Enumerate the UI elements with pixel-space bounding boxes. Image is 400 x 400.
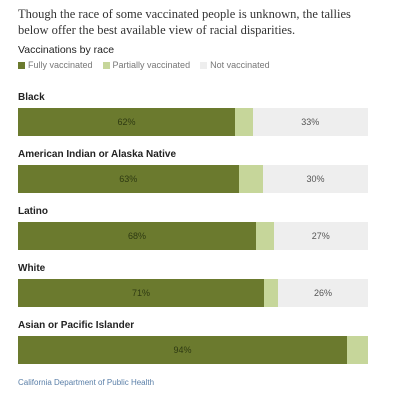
legend-item-partially: Partially vaccinated xyxy=(102,60,191,70)
chart-title: Vaccinations by race xyxy=(18,44,115,56)
stacked-bar: 68% 27% xyxy=(18,222,368,250)
legend-swatch-not xyxy=(200,61,208,69)
category-label: Black xyxy=(18,92,45,103)
bar-group: Latino 68% 27% xyxy=(18,206,368,263)
bar-segment-partial xyxy=(264,279,278,307)
bar-segment-partial xyxy=(238,165,263,193)
data-label: 33% xyxy=(301,117,320,127)
data-label: 71% xyxy=(132,288,151,298)
legend-label-partially: Partially vaccinated xyxy=(112,60,191,70)
bar-segment-not: 26% xyxy=(277,279,368,307)
data-label: 62% xyxy=(117,117,136,127)
bar-segment-not: 30% xyxy=(263,165,368,193)
bar-segment-partial xyxy=(347,336,368,364)
bar-group: White 71% 26% xyxy=(18,263,368,320)
category-label: White xyxy=(18,263,46,274)
data-label: 63% xyxy=(119,174,138,184)
intro-text: Though the race of some vaccinated peopl… xyxy=(18,7,351,37)
legend-swatch-partially xyxy=(102,61,110,69)
source-credit: California Department of Public Health xyxy=(18,378,155,387)
bar-segment-full: 63% xyxy=(18,165,239,193)
stacked-bar: 94% xyxy=(18,336,368,364)
bar-segment-not: 27% xyxy=(273,222,368,250)
stacked-bar: 71% 26% xyxy=(18,279,368,307)
data-label: 27% xyxy=(311,231,330,241)
bar-segment-full: 62% xyxy=(18,108,235,136)
bar-group: Asian or Pacific Islander 94% xyxy=(18,320,368,377)
bar-segment-full: 68% xyxy=(18,222,256,250)
legend-swatch-fully xyxy=(18,61,25,69)
bar-groups: Black 62% 33% American Indian or Alaska Nat… xyxy=(18,92,368,377)
category-label: Latino xyxy=(18,206,48,217)
category-label: American Indian or Alaska Native xyxy=(18,149,177,160)
bar-group: American Indian or Alaska Native 63% 30% xyxy=(18,149,368,206)
bar-segment-partial xyxy=(235,108,253,136)
data-label: 68% xyxy=(127,231,146,241)
data-label: 30% xyxy=(306,174,325,184)
bar-segment-not: 33% xyxy=(252,108,368,136)
legend: Fully vaccinated Partially vaccinated No… xyxy=(18,60,280,70)
data-label: 26% xyxy=(313,288,332,298)
bar-group: Black 62% 33% xyxy=(18,92,368,149)
bar-segment-full: 71% xyxy=(18,279,265,307)
legend-item-fully: Fully vaccinated xyxy=(18,60,93,70)
legend-label-fully: Fully vaccinated xyxy=(28,60,93,70)
bar-segment-partial xyxy=(256,222,274,250)
data-label: 94% xyxy=(173,345,192,355)
stacked-bar: 63% 30% xyxy=(18,165,368,193)
legend-item-not: Not vaccinated xyxy=(200,60,270,70)
legend-label-not: Not vaccinated xyxy=(210,60,270,70)
stacked-bar: 62% 33% xyxy=(18,108,368,136)
category-label: Asian or Pacific Islander xyxy=(18,320,135,331)
bar-segment-full: 94% xyxy=(18,336,347,364)
